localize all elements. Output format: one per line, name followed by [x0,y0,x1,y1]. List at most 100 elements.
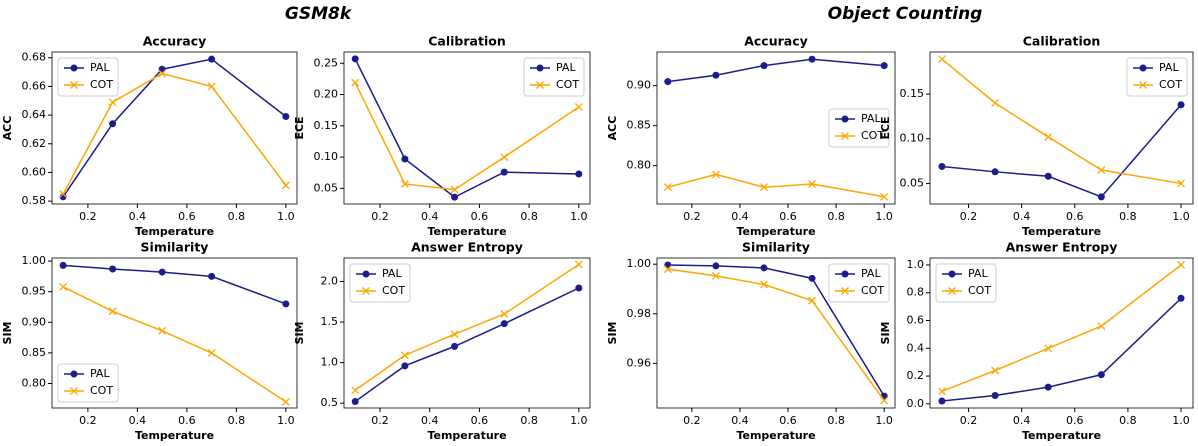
marker [158,69,167,78]
marker [70,81,78,89]
y-tick-label: 0.66 [22,79,47,92]
marker [70,387,78,395]
subplot-title: Similarity [141,240,209,255]
marker [574,260,583,269]
marker [351,55,359,63]
marker [948,287,956,295]
marker [1177,179,1186,188]
marker [450,185,459,194]
y-tick-label: 0.62 [22,137,47,150]
y-tick-label: 0.80 [22,377,47,390]
y-tick-label: 0.85 [627,119,652,132]
group-title: GSM8k [285,4,353,24]
marker [1044,383,1052,391]
marker [712,71,720,79]
y-axis-label: ECE [293,116,306,139]
marker [1139,81,1147,89]
subplot-title: Accuracy [744,34,808,49]
x-tick-label: 0.6 [178,210,196,223]
x-tick-label: 0.8 [228,210,246,223]
y-tick-label: 0.8 [907,286,925,299]
axes-frame [343,51,591,205]
x-tick-label: 0.4 [421,210,439,223]
marker [575,284,583,292]
x-tick-label: 0.4 [129,210,147,223]
x-tick-label: 1.0 [277,414,295,427]
legend-label: COT [1159,78,1182,91]
marker [841,270,849,278]
y-tick-label: 0.58 [22,194,47,207]
axes-frame [51,257,298,409]
marker [59,282,68,291]
x-tick-label: 0.8 [827,414,845,427]
marker [991,168,999,176]
marker [70,64,78,72]
x-tick-label: 0.4 [129,414,147,427]
y-tick-label: 1.5 [321,315,339,328]
x-tick-label: 0.6 [779,414,797,427]
x-tick-label: 0.4 [1013,414,1031,427]
y-tick-label: 0.85 [22,346,47,359]
y-tick-label: 0.6 [907,314,925,327]
y-tick-label: 0.05 [314,181,339,194]
marker [880,192,889,201]
y-tick-label: 0.25 [314,56,339,69]
marker [1177,260,1186,269]
marker [500,309,509,318]
marker [808,296,817,305]
marker [536,64,544,72]
y-tick-label: 0.5 [321,396,339,409]
marker [351,78,360,87]
marker [880,62,888,70]
y-tick-label: 0.90 [22,315,47,328]
x-tick-label: 0.8 [827,210,845,223]
y-tick-label: 0.20 [314,88,339,101]
x-tick-label: 0.4 [731,414,749,427]
x-axis-label: Temperature [427,225,506,238]
marker [281,181,290,190]
x-tick-label: 0.8 [1119,210,1137,223]
x-tick-label: 1.0 [875,210,893,223]
marker [880,396,889,405]
series-line [941,104,1182,198]
marker [500,320,508,328]
marker [991,99,1000,107]
group-title: Object Counting [828,4,983,24]
marker [282,300,290,308]
y-tick-label: 1.0 [321,356,339,369]
marker [938,397,946,405]
marker [841,287,849,295]
marker [712,262,720,270]
marker [281,397,290,406]
x-tick-label: 0.2 [683,210,701,223]
marker [1097,371,1105,379]
y-tick-label: 0.98 [627,307,652,320]
y-axis-label: ECE [879,116,892,139]
marker [208,55,216,63]
legend-label: PAL [861,112,881,125]
subplot-title: Calibration [1023,34,1100,49]
marker [108,98,117,107]
marker [1139,64,1147,72]
legend-label: COT [861,129,884,142]
x-tick-label: 0.8 [228,414,246,427]
marker [59,190,68,198]
x-axis-label: Temperature [427,429,506,442]
x-tick-label: 0.4 [421,414,439,427]
marker [937,387,946,396]
marker [1044,132,1053,141]
y-axis-label: SIM [293,322,306,345]
marker [207,82,216,91]
marker [158,268,166,276]
marker [948,270,956,278]
y-axis-label: ACC [1,116,14,141]
axes-frame [929,257,1194,409]
legend-label: COT [90,384,113,397]
y-tick-label: 2.0 [321,275,339,288]
x-axis-label: Temperature [736,429,815,442]
marker [1177,101,1185,109]
y-tick-label: 0.4 [907,341,925,354]
marker [663,265,672,274]
marker [351,398,359,406]
marker [400,180,409,188]
